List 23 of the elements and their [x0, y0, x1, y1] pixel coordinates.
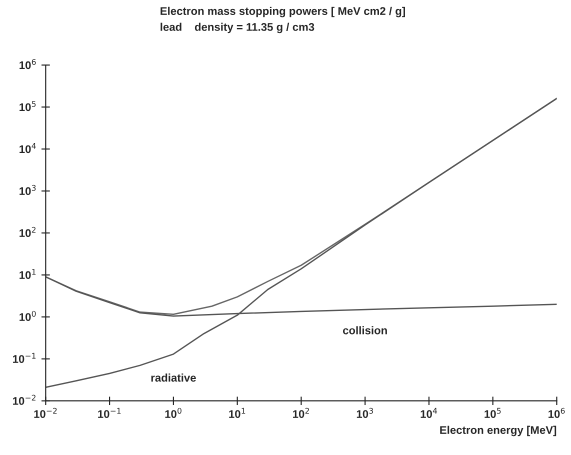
y-tick-label: 10$^{1}$ [20, 268, 36, 279]
x-tick-label: 10$^{−2}$ [34, 408, 57, 418]
y-tick-label: 10$^{−1}$ [13, 352, 36, 363]
series-label: radiative [151, 374, 196, 382]
y-tick-label: 10$^{2}$ [20, 226, 36, 238]
y-tick-label: 10$^{5}$ [20, 101, 36, 112]
x-tick-label: 10$^{−1}$ [98, 408, 121, 418]
x-tick-label: 10$^{2}$ [293, 408, 309, 418]
x-tick-label: 10$^{0}$ [165, 408, 182, 418]
chart-subtitle: lead density = 11.35 g / cm3 [160, 22, 314, 34]
x-tick-label: 10$^{1}$ [229, 408, 246, 418]
x-tick-label: 10$^{3}$ [356, 408, 373, 418]
y-tick-label: 10$^{6}$ [20, 58, 36, 70]
y-tick-label: 10$^{4}$ [20, 143, 36, 154]
series-label: collision [342, 326, 387, 334]
y-tick-label: 10$^{−2}$ [13, 394, 36, 405]
chart-title: Electron mass stopping powers [ MeV cm2 / g] [160, 6, 405, 18]
y-tick-label: 10$^{0}$ [20, 310, 36, 321]
x-tick-label: 10$^{5}$ [484, 408, 501, 418]
x-axis-title: Electron energy [MeV] [440, 426, 556, 436]
y-tick-label: 10$^{3}$ [20, 184, 36, 196]
x-tick-label: 10$^{6}$ [548, 408, 565, 418]
x-tick-label: 10$^{4}$ [420, 408, 438, 418]
